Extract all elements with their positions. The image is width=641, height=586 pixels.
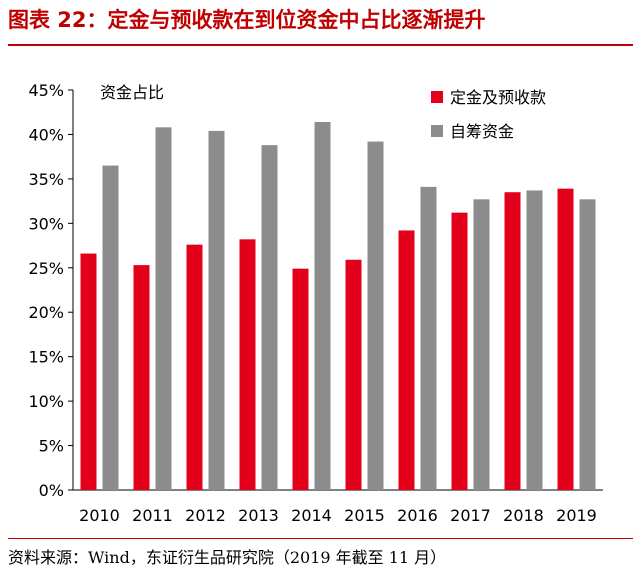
bar-selfraised-2013 [261,145,278,490]
source-note: 资料来源：Wind，东证衍生品研究院（2019 年截至 11 月） [8,548,447,567]
x-tick-label: 2012 [185,506,226,525]
bar-selfraised-2012 [208,130,225,490]
y-tick-label: 15% [28,348,64,367]
y-tick-label: 45% [28,81,64,100]
source-rule [8,538,633,539]
bars [80,122,596,491]
bar-selfraised-2019 [579,199,596,491]
y-tick-label: 0% [39,481,64,500]
x-axis: 2010 2011 2012 2013 2014 2015 2016 2017 2018 2019 [73,489,603,525]
bar-deposit-2014 [292,268,309,490]
x-tick-label: 2016 [397,506,438,525]
x-tick-label: 2011 [132,506,173,525]
bar-selfraised-2016 [420,186,437,490]
y-tick-label: 5% [39,437,64,456]
bar-deposit-2011 [133,265,150,490]
legend-swatch [431,91,443,103]
y-tick-label: 40% [28,125,64,144]
bar-deposit-2013 [239,239,256,490]
x-tick-label: 2013 [238,506,279,525]
x-tick-label: 2017 [450,506,491,525]
y-tick-label: 10% [28,392,64,411]
y-axis: 0% 5% 10% 15% 20% 25% 30% 35% 40% 45% [28,81,74,500]
legend-swatch [431,125,443,137]
bar-deposit-2017 [451,212,468,490]
bar-deposit-2016 [398,230,415,490]
bar-deposit-2019 [557,188,574,490]
bar-selfraised-2017 [473,199,490,491]
bar-selfraised-2014 [314,122,331,490]
bar-deposit-2015 [345,259,362,490]
title-rule [8,44,633,46]
legend-label: 自筹资金 [450,122,514,141]
bar-deposit-2012 [186,244,203,490]
chart-title: 资金占比 [100,83,164,102]
x-tick-label: 2010 [79,506,120,525]
figure-title: 图表 22：定金与预收款在到位资金中占比逐渐提升 [8,8,486,32]
y-tick-label: 20% [28,303,64,322]
bar-deposit-2010 [80,253,97,490]
x-tick-label: 2019 [556,506,597,525]
bar-selfraised-2015 [367,141,384,491]
x-tick-label: 2018 [503,506,544,525]
bar-deposit-2018 [504,192,521,490]
bar-selfraised-2018 [526,190,543,490]
bar-selfraised-2010 [102,165,119,491]
x-tick-label: 2015 [344,506,385,525]
bar-chart: 0%5%10%15%20%25%30%35%40%45% 2010 2011 201… [28,81,603,525]
y-tick-label: 25% [28,259,64,278]
y-tick-label: 30% [28,214,64,233]
bar-selfraised-2011 [155,127,172,490]
legend-label: 定金及预收款 [450,88,546,107]
y-tick-label: 35% [28,170,64,189]
x-tick-label: 2014 [291,506,332,525]
